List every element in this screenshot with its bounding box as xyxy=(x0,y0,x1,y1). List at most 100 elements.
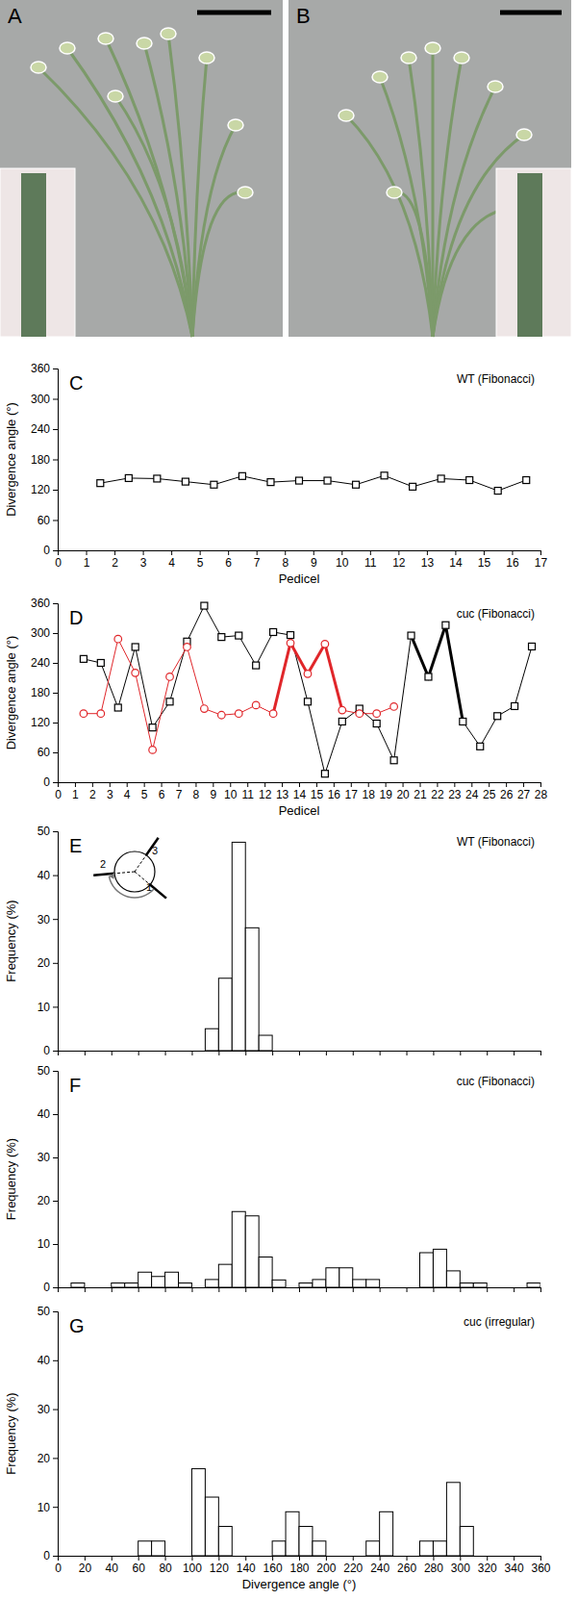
tick-label: 21 xyxy=(413,787,427,802)
inset-spoke xyxy=(114,871,135,874)
tick-label: 40 xyxy=(37,1353,51,1367)
photo-background xyxy=(288,0,572,337)
flower-bud xyxy=(372,71,388,83)
histogram-bar xyxy=(312,1279,327,1287)
stem xyxy=(192,125,236,337)
tick: 2 xyxy=(89,781,97,802)
tick-mark xyxy=(385,781,387,787)
tick: 280 xyxy=(424,1555,444,1575)
y-axis-title: Frequency (%) xyxy=(3,899,19,981)
histogram-bar xyxy=(125,1282,139,1288)
tick-label: 320 xyxy=(477,1560,498,1575)
tick: 13 xyxy=(275,781,290,802)
tick: 10 xyxy=(37,1236,58,1251)
tick-mark xyxy=(406,1050,408,1055)
chart: 0123456789101112131415161706012018024030… xyxy=(3,361,548,586)
tick: 300 xyxy=(30,626,58,640)
data-point xyxy=(218,633,226,641)
panel-label: D xyxy=(69,606,83,628)
histogram-bar xyxy=(111,1555,126,1556)
tick: 1 xyxy=(83,550,91,570)
tick-mark xyxy=(523,781,525,787)
flower-bud xyxy=(59,42,76,54)
tick: 20 xyxy=(396,781,410,802)
tick-mark xyxy=(511,550,513,555)
tick: 28 xyxy=(534,781,549,802)
tick-mark xyxy=(109,781,111,787)
tick-label: 120 xyxy=(30,482,51,497)
tick-label: 17 xyxy=(534,555,549,570)
tick xyxy=(165,1286,167,1292)
tick xyxy=(218,1286,220,1292)
tick-mark xyxy=(52,489,58,491)
tick-label: 280 xyxy=(424,1560,444,1575)
histogram-bar xyxy=(473,1555,487,1556)
plot-area xyxy=(138,1468,475,1556)
histogram-bar xyxy=(138,1540,152,1556)
tick-mark xyxy=(138,1286,140,1292)
stem xyxy=(394,192,433,337)
tick-label: 50 xyxy=(37,824,51,838)
histogram-bar xyxy=(446,1270,460,1287)
tick: 30 xyxy=(37,912,58,927)
tick-mark xyxy=(52,875,58,877)
tick-mark xyxy=(195,781,197,787)
tick: 60 xyxy=(131,1555,146,1575)
tick-label: 2 xyxy=(111,555,119,570)
histogram-bar xyxy=(486,1555,501,1556)
tick-label: 40 xyxy=(37,1106,51,1121)
tick-label: 20 xyxy=(37,955,51,970)
tick-mark xyxy=(351,781,352,787)
tick: 40 xyxy=(37,1353,58,1367)
photo-panel: B xyxy=(288,0,572,337)
tick-mark xyxy=(379,1555,381,1560)
tick-label: 11 xyxy=(364,555,377,570)
tick-mark xyxy=(486,1050,488,1055)
tick-mark xyxy=(379,1286,381,1292)
tick: 15 xyxy=(477,550,492,570)
tick-label: 30 xyxy=(37,912,51,927)
data-point xyxy=(166,698,174,705)
tick-label: 28 xyxy=(534,787,549,802)
data-point xyxy=(321,770,328,778)
tick-label: 50 xyxy=(37,1304,51,1318)
tick: 320 xyxy=(477,1555,498,1575)
data-point xyxy=(390,702,399,711)
tick-label: 220 xyxy=(343,1560,363,1575)
tick-mark xyxy=(229,781,231,787)
tick-label: 340 xyxy=(504,1560,525,1575)
tick-label: 2 xyxy=(89,787,97,802)
tick: 60 xyxy=(37,513,58,527)
tick: 240 xyxy=(30,655,58,670)
tick-mark xyxy=(75,781,76,787)
tick-label: 17 xyxy=(345,787,359,802)
tick-label: 16 xyxy=(505,555,520,570)
tick-mark xyxy=(52,632,58,634)
tick: 14 xyxy=(449,550,463,570)
tick-mark xyxy=(178,781,180,787)
tick xyxy=(326,1050,327,1055)
tick-mark xyxy=(52,662,58,664)
tick-mark xyxy=(316,781,318,787)
data-point xyxy=(97,659,104,667)
tick-mark xyxy=(52,1456,58,1458)
tick-label: 40 xyxy=(37,868,51,882)
tick: 8 xyxy=(193,781,201,802)
tick: 4 xyxy=(124,781,131,802)
tick-label: 180 xyxy=(30,452,51,467)
tick: 3 xyxy=(106,781,114,802)
tick-label: 0 xyxy=(43,1279,51,1294)
tick-label: 60 xyxy=(131,1560,146,1575)
histogram-bar xyxy=(379,1286,394,1288)
tick xyxy=(245,1286,247,1292)
tick-label: 360 xyxy=(30,361,51,376)
tick-label: 14 xyxy=(293,787,307,802)
y-axis: 01020304050 xyxy=(37,1304,59,1562)
tick-label: 180 xyxy=(30,685,51,700)
panel-label: F xyxy=(69,1074,81,1096)
tick-mark xyxy=(370,550,372,555)
figure: AB01234567891011121314151617060120180240… xyxy=(0,0,577,1600)
chart: 0204060801001201401601802002202402602803… xyxy=(3,1304,552,1591)
tick xyxy=(406,1286,408,1292)
tick: 17 xyxy=(534,550,549,570)
